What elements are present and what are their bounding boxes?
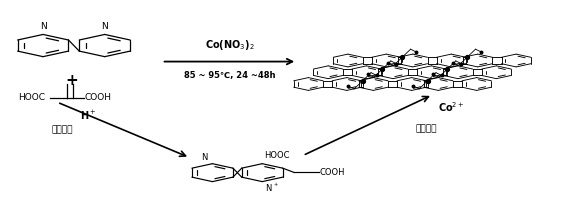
Text: +: + xyxy=(65,73,78,88)
Text: $^+$: $^+$ xyxy=(272,183,278,189)
Text: HOOC: HOOC xyxy=(18,93,45,102)
Text: 85 ~ 95℃, 24 ~48h: 85 ~ 95℃, 24 ~48h xyxy=(183,71,275,80)
Text: Co$^{2+}$: Co$^{2+}$ xyxy=(438,101,465,114)
Text: N: N xyxy=(265,184,272,193)
Text: HOOC: HOOC xyxy=(264,151,289,160)
Text: COOH: COOH xyxy=(84,93,112,102)
Text: 亲电加成: 亲电加成 xyxy=(52,125,73,134)
Text: N: N xyxy=(101,22,108,31)
Text: Co(NO$_3$)$_2$: Co(NO$_3$)$_2$ xyxy=(204,38,254,52)
Text: 原位配位: 原位配位 xyxy=(415,124,437,133)
Text: N: N xyxy=(201,153,208,161)
Text: COOH: COOH xyxy=(319,168,345,177)
Text: H$^+$: H$^+$ xyxy=(80,108,96,121)
Text: N: N xyxy=(40,22,46,31)
